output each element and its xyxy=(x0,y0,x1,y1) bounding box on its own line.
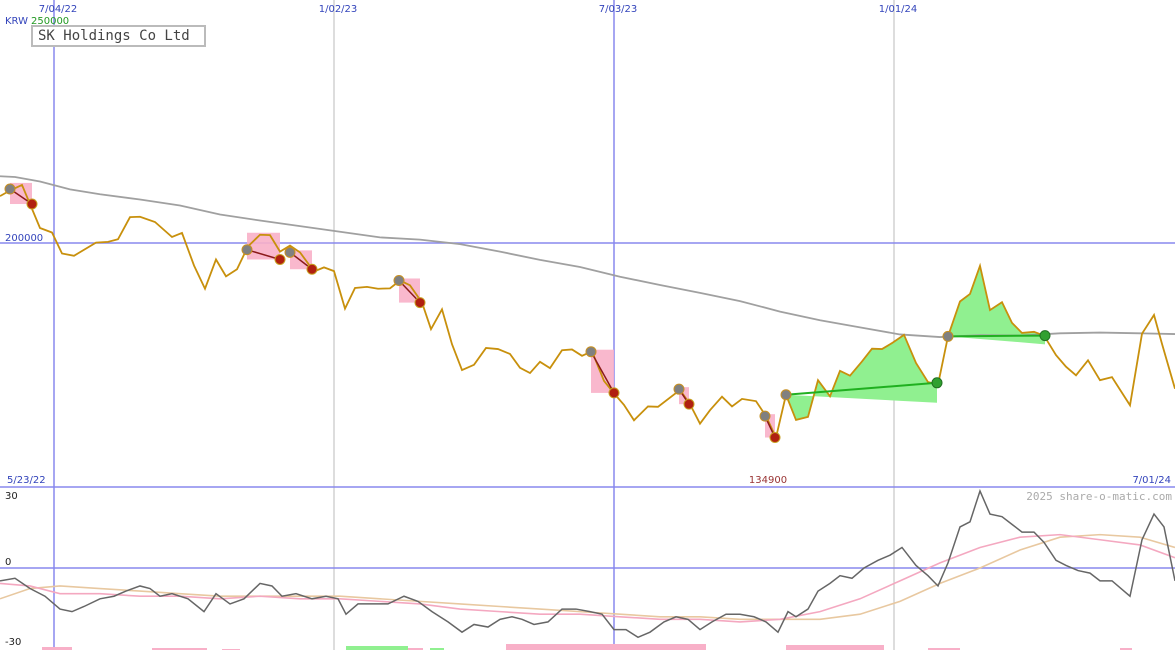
oscillator-slow-line xyxy=(0,533,1175,621)
buy-marker xyxy=(585,346,597,358)
sell-loss-marker xyxy=(274,253,286,265)
x-tick-label-4: 1/01/24 xyxy=(879,4,918,15)
histogram-bar xyxy=(506,644,706,650)
y-tick-label-200000: 200000 xyxy=(5,233,43,244)
start-date-label: 5/23/22 xyxy=(7,475,46,486)
trade-markers xyxy=(4,183,1051,444)
buy-marker xyxy=(942,330,954,342)
sell-loss-marker xyxy=(683,398,695,410)
buy-marker xyxy=(393,274,405,286)
histogram-bar xyxy=(152,648,207,650)
trade-gain-fill xyxy=(948,265,1045,345)
histogram-bar xyxy=(430,648,444,650)
end-date-label: 7/01/24 xyxy=(1132,475,1171,486)
histogram-bar xyxy=(928,648,960,650)
buy-marker xyxy=(4,183,16,195)
sell-loss-marker xyxy=(414,297,426,309)
sell-loss-marker xyxy=(306,263,318,275)
sell-gain-marker xyxy=(1039,330,1051,342)
x-tick-label-3: 7/03/23 xyxy=(599,4,638,15)
trade-fills xyxy=(10,182,1045,438)
buy-marker xyxy=(284,246,296,258)
osc-tick-label-30: 30 xyxy=(5,491,18,502)
oscillator-line xyxy=(0,488,1175,639)
trade-gain-line xyxy=(785,381,938,396)
currency-label: KRW xyxy=(5,16,28,27)
buy-marker xyxy=(241,244,253,256)
low-value-label: 134900 xyxy=(749,475,787,486)
x-tick-label-2: 1/02/23 xyxy=(319,4,358,15)
buy-marker xyxy=(673,383,685,395)
histogram-bar xyxy=(346,646,408,650)
histogram-bar xyxy=(786,645,884,650)
osc-tick-label-0: 0 xyxy=(5,557,11,568)
y-tick-label-top: 250000 xyxy=(31,16,69,27)
sell-loss-marker xyxy=(26,198,38,210)
copyright-text: 2025 share-o-matic.com xyxy=(1026,490,1172,503)
histogram-bar xyxy=(1120,648,1132,650)
trade-loss-line xyxy=(246,249,281,261)
buy-marker xyxy=(759,410,771,422)
chart-title: SK Holdings Co Ltd xyxy=(31,25,206,47)
sell-loss-marker xyxy=(608,387,620,399)
trade-gain-fill xyxy=(786,334,937,420)
histogram-bar xyxy=(408,648,423,650)
x-tick-label-1: 7/04/22 xyxy=(39,4,78,15)
sell-loss-marker xyxy=(769,432,781,444)
trade-loss-line xyxy=(590,351,615,394)
trade-gain-line xyxy=(947,334,1046,338)
sell-gain-marker xyxy=(931,377,943,389)
histogram-bar xyxy=(42,647,72,650)
oscillator-panel xyxy=(0,488,1175,650)
oscillator-fast-line xyxy=(0,533,1175,623)
buy-marker xyxy=(780,389,792,401)
trade-loss-fill xyxy=(247,232,280,260)
osc-tick-label-neg30: -30 xyxy=(5,637,21,648)
